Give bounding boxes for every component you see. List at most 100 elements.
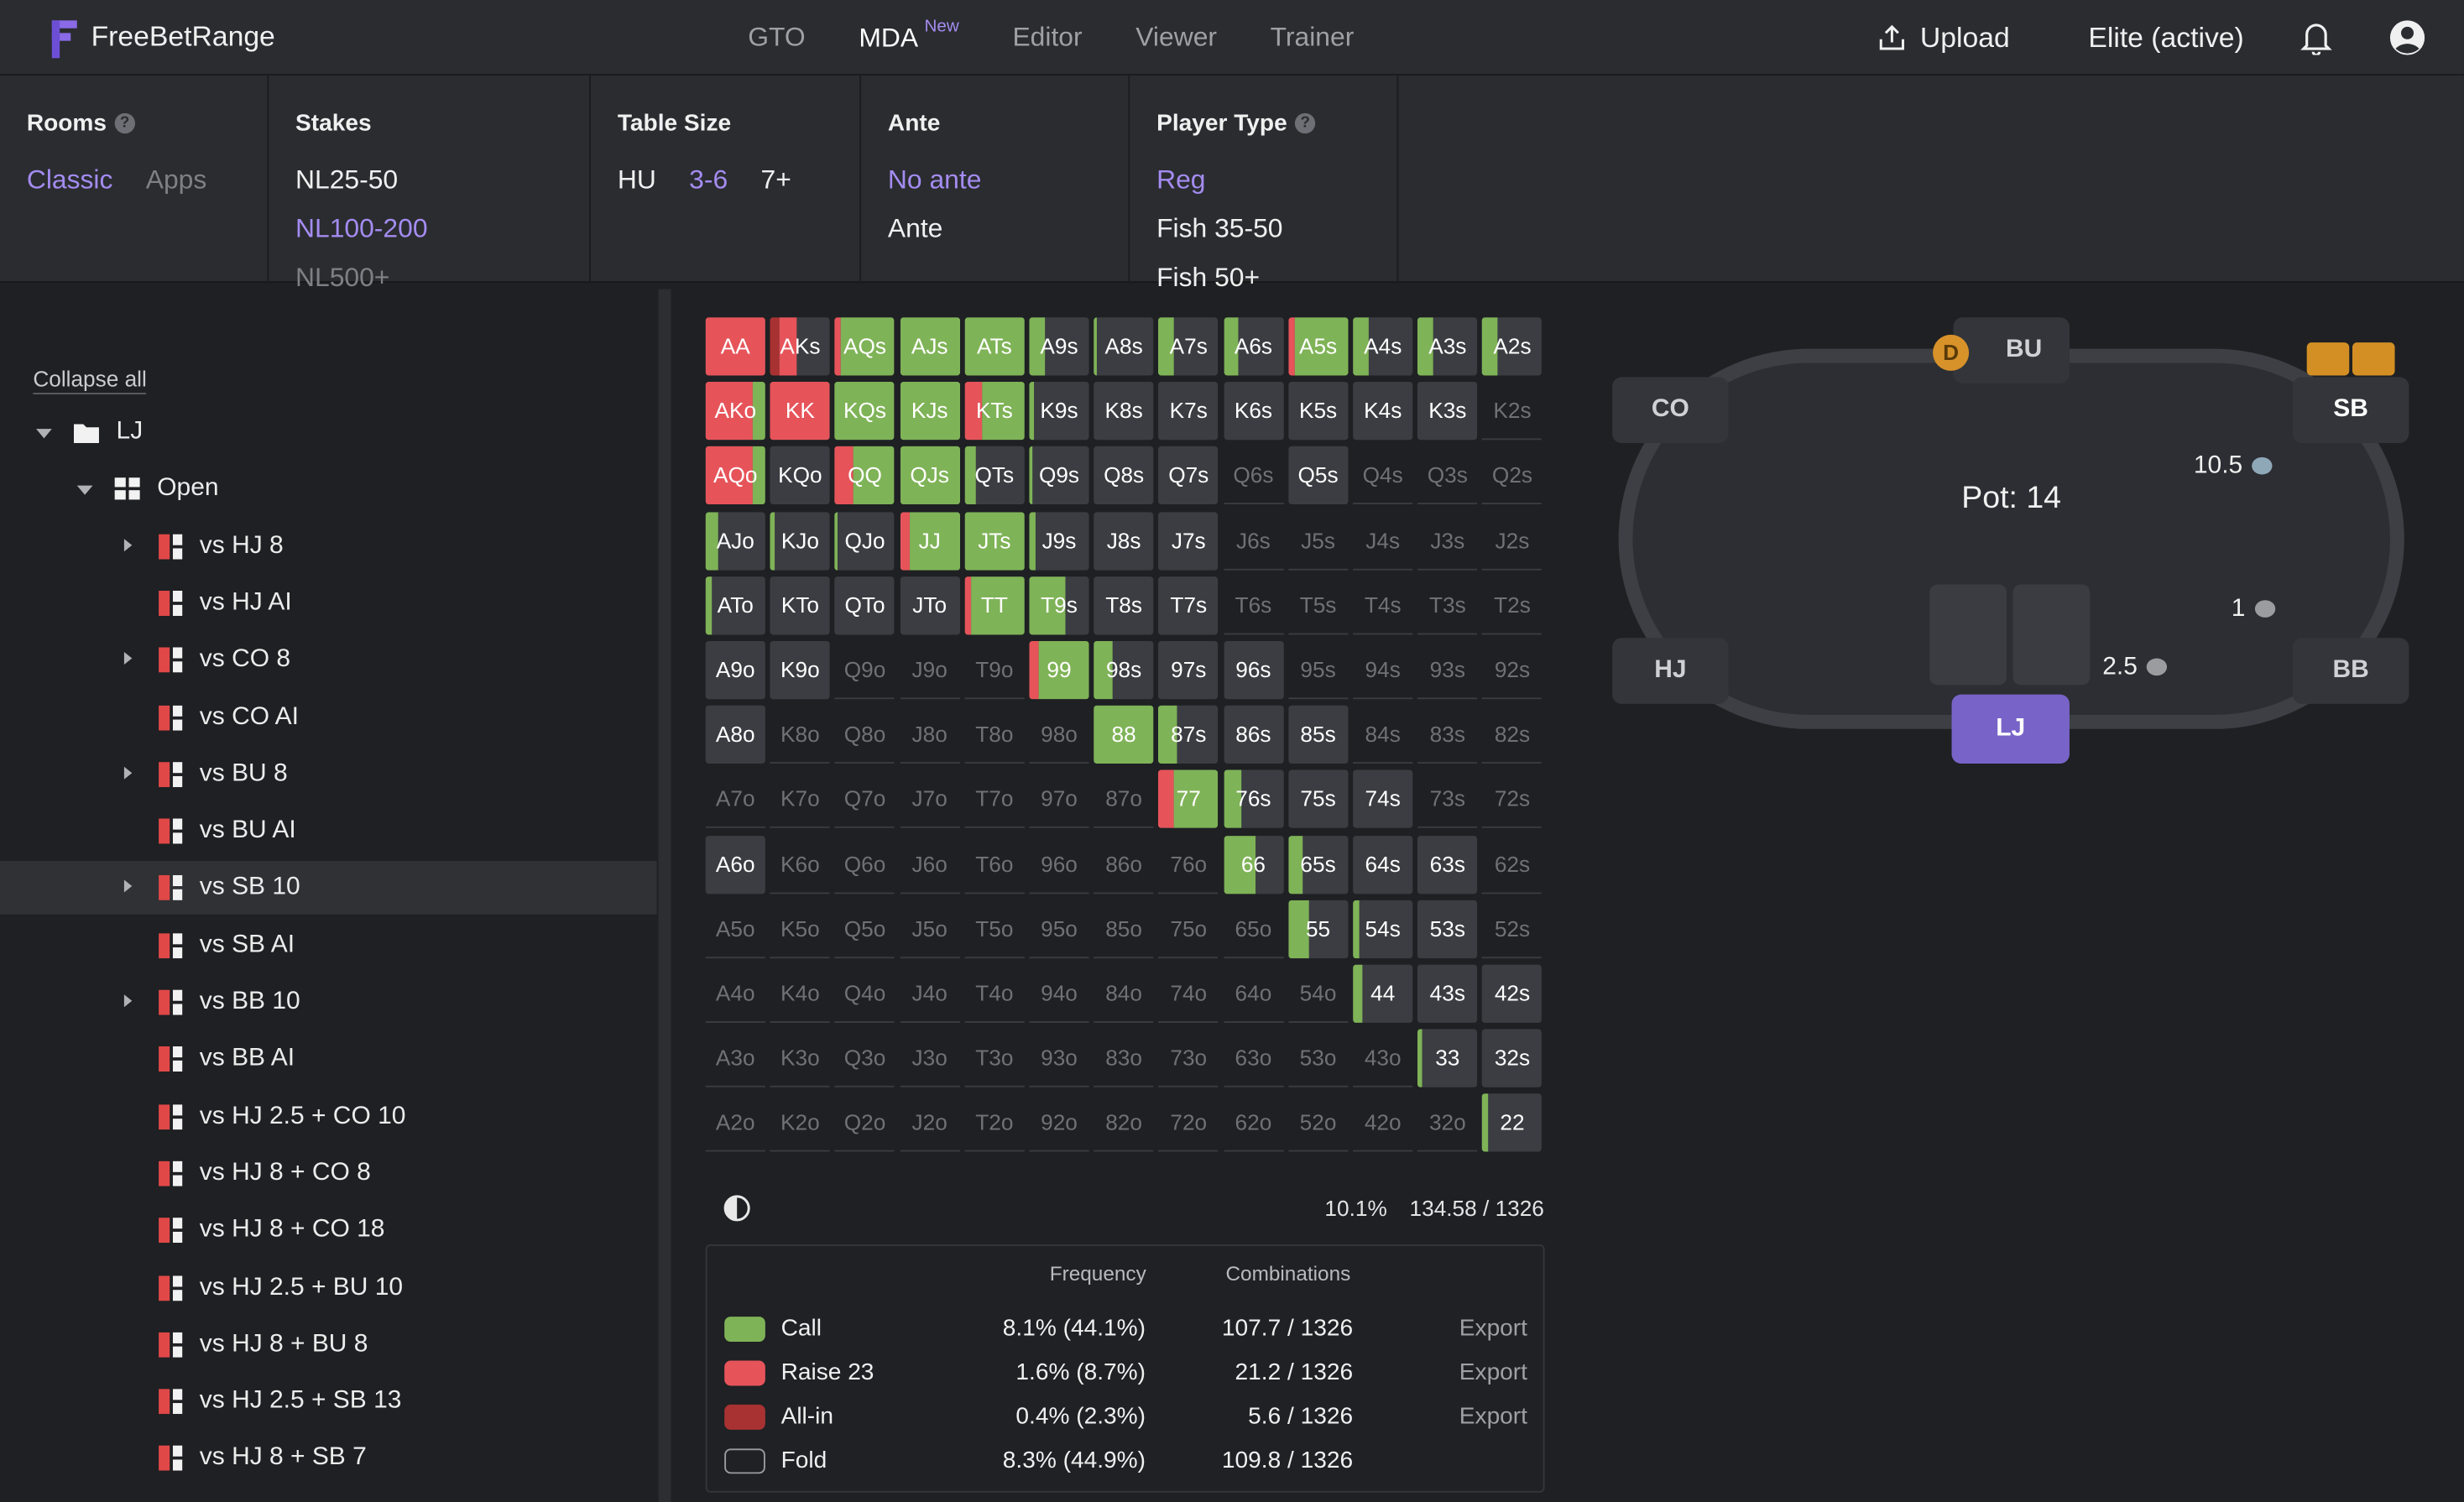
hand-cell[interactable]: 55	[1287, 900, 1349, 958]
hand-cell[interactable]: 62s	[1482, 835, 1543, 894]
hand-cell[interactable]: 76o	[1158, 835, 1219, 894]
tree-node[interactable]: vs BU AI	[0, 805, 657, 858]
hand-cell[interactable]: A9s	[1029, 317, 1089, 376]
filter-option[interactable]: No ante	[887, 164, 982, 196]
hand-cell[interactable]: 86s	[1223, 706, 1283, 764]
hand-cell[interactable]: 72o	[1158, 1094, 1219, 1153]
hand-cell[interactable]: J6o	[900, 835, 960, 894]
hand-cell[interactable]: 54s	[1353, 900, 1413, 958]
hand-cell[interactable]: A7o	[705, 770, 765, 829]
tree-node[interactable]: vs SB 10	[0, 861, 657, 915]
caret-right-icon[interactable]	[123, 880, 133, 894]
hand-cell[interactable]: Q2o	[834, 1094, 895, 1153]
filter-option[interactable]: Classic	[26, 164, 113, 196]
nav-tab-gto[interactable]: GTO	[748, 22, 805, 53]
hand-cell[interactable]: J3s	[1417, 512, 1478, 570]
tree-node[interactable]: vs HJ 2.5 + BU 10	[0, 1261, 657, 1315]
hand-cell[interactable]: AQs	[834, 317, 895, 376]
hand-cell[interactable]: K4s	[1353, 382, 1413, 441]
hand-cell[interactable]: K3o	[770, 1030, 830, 1088]
hand-cell[interactable]: 76s	[1223, 770, 1283, 829]
hand-cell[interactable]: K5o	[770, 900, 830, 958]
hand-cell[interactable]: K9s	[1029, 382, 1089, 441]
hand-cell[interactable]: 52s	[1482, 900, 1543, 958]
hand-cell[interactable]: Q3s	[1417, 446, 1478, 505]
hand-cell[interactable]: K7o	[770, 770, 830, 829]
hand-cell[interactable]: 97o	[1029, 770, 1089, 829]
hand-cell[interactable]: 98s	[1094, 640, 1154, 700]
account-icon[interactable]	[2388, 18, 2426, 56]
hand-cell[interactable]: K9o	[770, 640, 830, 700]
hand-cell[interactable]: KJo	[770, 511, 830, 570]
seat-sb[interactable]: SB	[2292, 377, 2409, 444]
hand-cell[interactable]: 65s	[1287, 835, 1349, 894]
hand-cell[interactable]: QJo	[834, 511, 895, 570]
filter-option[interactable]: Fish 35-50	[1156, 213, 1283, 244]
hand-cell[interactable]: QTs	[964, 446, 1025, 505]
hand-cell[interactable]: T4s	[1353, 576, 1413, 635]
hand-cell[interactable]: AA	[705, 317, 765, 376]
hand-cell[interactable]: A9o	[705, 640, 765, 700]
hand-cell[interactable]: QQ	[834, 446, 895, 505]
caret-right-icon[interactable]	[123, 994, 133, 1008]
tree-node[interactable]: vs HJ 2.5 + SB 13	[0, 1375, 657, 1429]
hand-cell[interactable]: T8s	[1094, 576, 1154, 635]
tree-node[interactable]: vs BB 10	[0, 976, 657, 1030]
hand-cell[interactable]: J2s	[1482, 512, 1543, 570]
hand-cell[interactable]: Q8o	[834, 706, 895, 764]
filter-option[interactable]: Fish 50+	[1156, 262, 1261, 293]
hand-cell[interactable]: JJ	[900, 511, 960, 570]
export-link[interactable]: Export	[1459, 1403, 1527, 1430]
hand-cell[interactable]: T6o	[964, 835, 1025, 894]
caret-right-icon[interactable]	[123, 652, 133, 665]
hand-cell[interactable]: Q7s	[1158, 446, 1219, 505]
hand-cell[interactable]: QTo	[834, 576, 895, 635]
tree-node[interactable]: vs HJ 8 + BU 8	[0, 1318, 657, 1372]
hand-cell[interactable]: KK	[770, 382, 830, 441]
filter-option[interactable]: HU	[617, 164, 656, 196]
hand-cell[interactable]: 72s	[1482, 770, 1543, 829]
hand-cell[interactable]: Q4o	[834, 965, 895, 1023]
export-link[interactable]: Export	[1459, 1359, 1527, 1386]
nav-tab-mda[interactable]: MDA New	[859, 17, 958, 55]
hand-cell[interactable]: Q6o	[834, 835, 895, 894]
hand-cell[interactable]: 96s	[1223, 640, 1283, 700]
hand-cell[interactable]: 75s	[1287, 770, 1349, 829]
hand-cell[interactable]: T5s	[1287, 576, 1349, 635]
hand-cell[interactable]: 99	[1029, 640, 1089, 700]
hand-cell[interactable]: 84s	[1353, 706, 1413, 764]
hand-cell[interactable]: 94s	[1353, 641, 1413, 700]
hand-cell[interactable]: T4o	[964, 965, 1025, 1023]
hand-cell[interactable]: K8s	[1094, 382, 1154, 441]
filter-option[interactable]: 7+	[760, 164, 791, 196]
hand-cell[interactable]: 64s	[1353, 835, 1413, 894]
hand-cell[interactable]: T3o	[964, 1030, 1025, 1088]
tree-node[interactable]: LJ	[0, 405, 657, 459]
hand-cell[interactable]: A3o	[705, 1030, 765, 1088]
hand-cell[interactable]: Q3o	[834, 1030, 895, 1088]
hand-cell[interactable]: 93o	[1029, 1030, 1089, 1088]
contrast-icon[interactable]	[723, 1194, 751, 1223]
filter-option[interactable]: NL100-200	[295, 213, 428, 244]
hand-cell[interactable]: 95o	[1029, 900, 1089, 958]
hand-cell[interactable]: 97s	[1158, 640, 1219, 700]
hand-cell[interactable]: 82s	[1482, 706, 1543, 764]
hand-cell[interactable]: 98o	[1029, 706, 1089, 764]
hand-cell[interactable]: J3o	[900, 1030, 960, 1088]
hand-cell[interactable]: 32s	[1482, 1029, 1543, 1088]
hand-cell[interactable]: J7s	[1158, 511, 1219, 570]
hand-cell[interactable]: KTo	[770, 576, 830, 635]
hand-cell[interactable]: Q9s	[1029, 446, 1089, 505]
hand-cell[interactable]: A6o	[705, 835, 765, 894]
tree-node[interactable]: vs HJ 8 + SB 7	[0, 1432, 657, 1485]
hand-cell[interactable]: KJs	[900, 382, 960, 441]
hand-cell[interactable]: AJo	[705, 511, 765, 570]
hand-cell[interactable]: JTo	[900, 576, 960, 635]
hand-cell[interactable]: 88	[1094, 706, 1154, 764]
hand-cell[interactable]: 73o	[1158, 1030, 1219, 1088]
filter-option[interactable]: NL500+	[295, 262, 390, 293]
hand-cell[interactable]: Q9o	[834, 641, 895, 700]
hand-cell[interactable]: 74o	[1158, 965, 1219, 1023]
hand-cell[interactable]: 42s	[1482, 964, 1543, 1023]
hand-cell[interactable]: 62o	[1223, 1094, 1283, 1153]
